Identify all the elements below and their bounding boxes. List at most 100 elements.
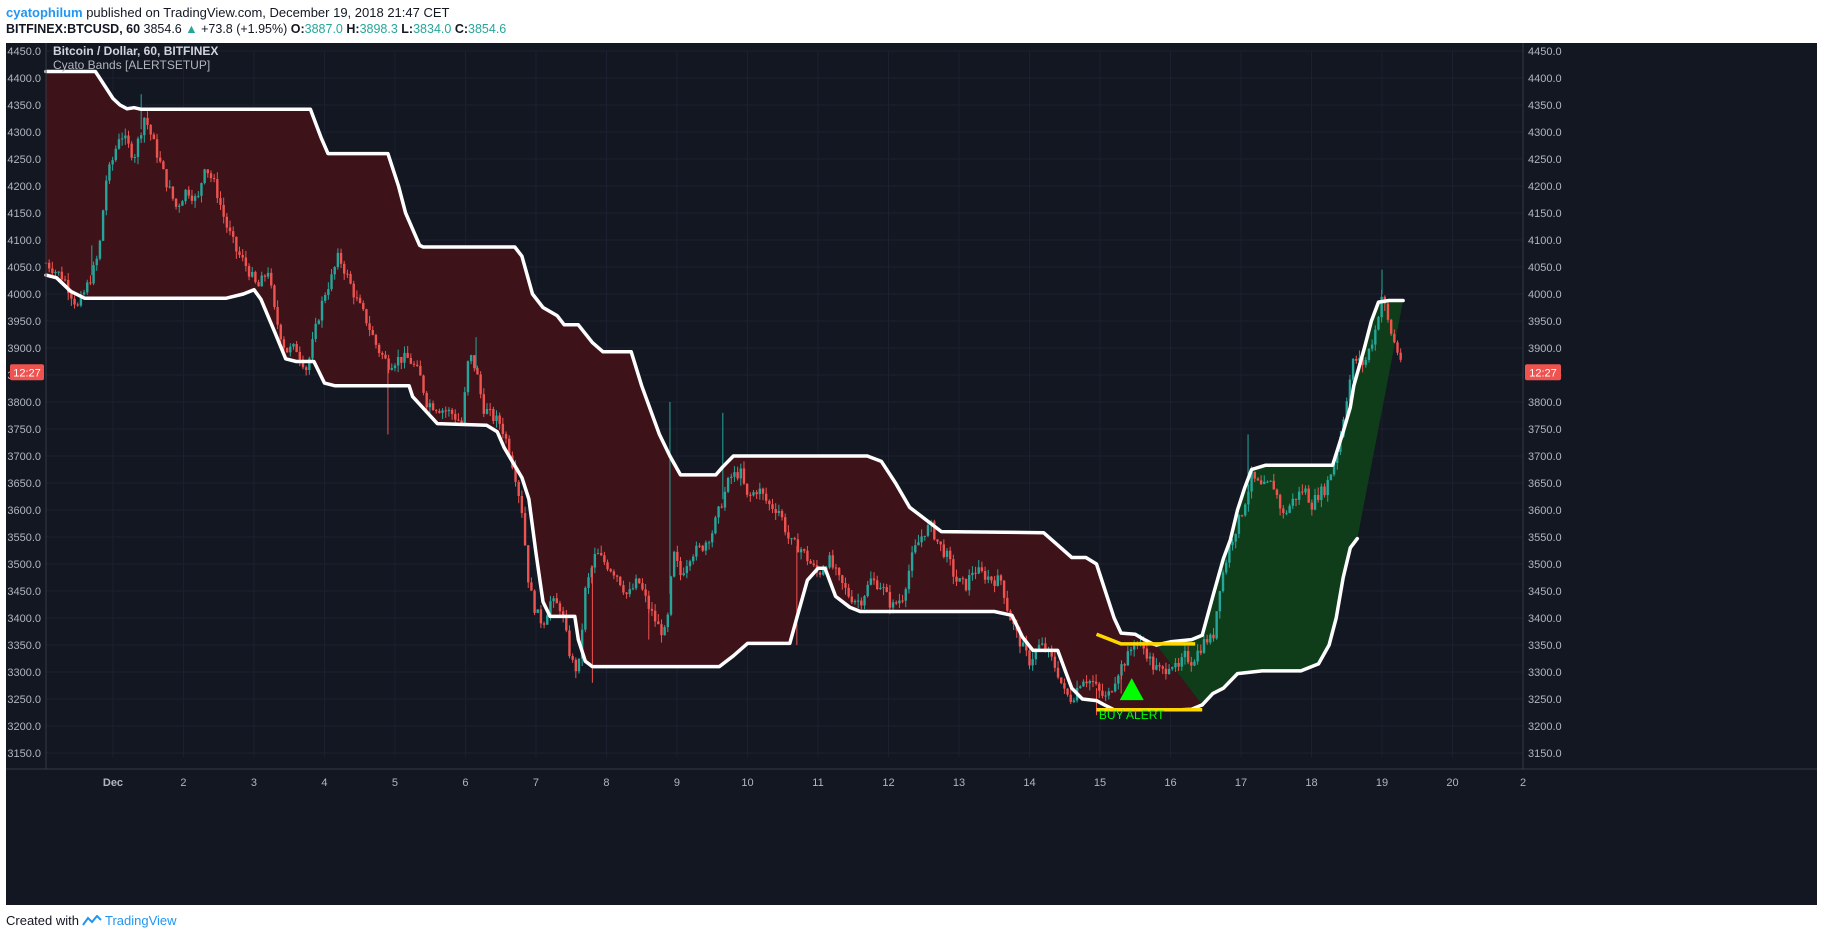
candle-body [349,274,352,284]
candle-body [761,488,765,494]
candle-body [676,551,679,561]
candle-body [1082,681,1085,687]
candle-body [355,297,359,299]
price-chart[interactable]: BUY ALERT 3150.0 3150.0 3200.0 3200.0 3250.0 3… [6,43,1817,905]
candle-body [907,570,911,590]
candle-body [323,295,327,301]
candle-body [178,205,181,207]
candle-body [612,571,616,576]
x-tick-label: 7 [533,777,539,789]
candle-body [1224,562,1228,573]
right-y-tick-label: 3500.0 [1528,559,1562,571]
candle-body [542,623,546,625]
candle-body [1158,665,1161,667]
candle-body [1237,515,1241,534]
candle-body [285,347,289,353]
candle-body [885,587,888,592]
candle-body [1326,480,1329,496]
right-y-tick-label: 3450.0 [1528,586,1562,598]
candle-body [679,560,682,576]
x-tick-label: 20 [1446,777,1458,789]
candle-body [631,588,635,590]
candle-body [961,578,965,580]
candle-body [888,591,892,608]
candle-body [1113,683,1117,692]
candle-body [1107,691,1111,696]
close-value: 3854.6 [468,22,507,36]
candle-body [327,289,330,296]
candle-body [1215,611,1218,639]
candle-body [270,272,273,286]
tradingview-link[interactable]: TradingView [82,913,177,928]
candle-body [517,481,520,496]
candle-body [768,500,771,505]
author-link[interactable]: cyatophilum [6,5,83,20]
candle-body [1098,683,1101,691]
candle-body [114,148,117,161]
candle-body [1240,515,1244,517]
left-y-tick-label: 4250.0 [7,154,41,166]
right-y-tick-label: 3550.0 [1528,532,1562,544]
left-y-tick-label: 3250.0 [7,694,41,706]
candle-body [171,186,175,199]
candle-body [396,356,400,366]
low-value: 3834.0 [413,22,452,36]
candle-body [910,552,914,571]
right-y-tick-label: 3900.0 [1528,343,1562,355]
candle-body [51,268,54,274]
candle-body [806,550,809,562]
candle-body [466,361,470,393]
candle-body [777,510,781,513]
x-tick-label: 14 [1023,777,1035,789]
candle-body [539,609,543,624]
candle-body [1399,352,1402,360]
chart-panel[interactable]: BUY ALERT 3150.0 3150.0 3200.0 3200.0 3250.0 3… [6,43,1817,905]
right-y-tick-label: 3300.0 [1528,667,1562,679]
candle-body [561,611,565,617]
candle-body [872,578,876,581]
candle-body [1044,643,1047,651]
candle-body [803,549,806,551]
candle-body [1348,379,1352,402]
candle-body [758,488,762,495]
candle-body [663,627,666,636]
bull-lower-line [1200,536,1360,707]
candle-body [127,135,130,144]
candle-body [203,169,206,184]
candle-body [139,135,143,139]
candle-body [339,252,343,264]
candle-body [653,610,657,622]
candle-body [831,555,834,568]
x-tick-label: Dec [103,777,123,789]
candle-body [1351,358,1355,380]
candle-body [695,545,698,557]
tradingview-brand: TradingView [104,913,177,928]
x-tick-label: 15 [1094,777,1106,789]
left-y-tick-label: 3450.0 [7,586,41,598]
left-y-tick-label: 3550.0 [7,532,41,544]
candle-body [565,616,568,631]
candle-body [149,124,152,135]
candle-body [593,554,597,568]
candle-body [86,282,89,293]
candle-body [1212,634,1215,639]
right-y-tick-label: 4150.0 [1528,208,1562,220]
candle-body [955,576,958,582]
left-y-tick-label: 3950.0 [7,316,41,328]
candle-body [98,240,102,259]
candle-body [828,555,831,568]
candle-body [1250,471,1253,492]
left-y-tick-label: 3400.0 [7,613,41,625]
candle-body [812,563,815,566]
left-y-tick-label: 3350.0 [7,640,41,652]
candle-body [431,403,435,411]
candle-body [57,271,60,273]
candle-body [425,392,428,408]
left-y-tick-label: 3200.0 [7,721,41,733]
candle-body [1228,545,1231,563]
left-y-tick-label: 3800.0 [7,397,41,409]
candle-body [1006,597,1009,611]
candle-body [1272,480,1275,490]
candle-body [974,572,977,574]
candle-body [403,352,406,363]
